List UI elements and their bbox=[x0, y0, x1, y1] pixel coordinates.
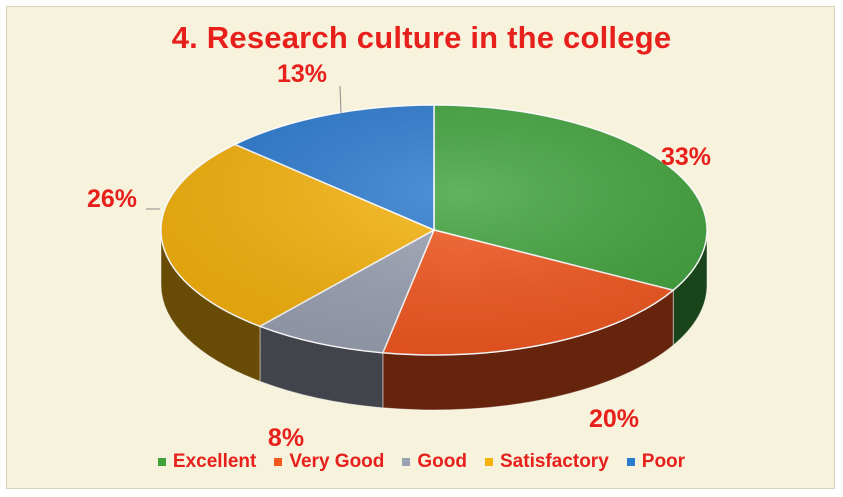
legend-label: Poor bbox=[641, 451, 686, 472]
data-label-excellent: 33% bbox=[661, 143, 711, 171]
leader-line-poor bbox=[339, 85, 342, 114]
legend-swatch bbox=[274, 458, 283, 466]
legend-swatch bbox=[402, 458, 411, 466]
legend-entry-poor: Poor bbox=[626, 451, 686, 473]
pie-tops bbox=[160, 104, 708, 356]
legend-entry-excellent: Excellent bbox=[157, 451, 257, 473]
legend-swatch bbox=[626, 458, 635, 466]
chart-title: 4. Research culture in the college bbox=[171, 20, 672, 55]
data-label-poor: 13% bbox=[277, 60, 327, 88]
pie-leaders bbox=[146, 85, 342, 210]
legend-swatch bbox=[157, 458, 166, 466]
data-label-satisfactory: 26% bbox=[87, 185, 137, 213]
legend-label: Excellent bbox=[172, 451, 257, 472]
legend-label: Satisfactory bbox=[500, 451, 609, 472]
data-label-very-good: 20% bbox=[589, 405, 639, 433]
data-label-good: 8% bbox=[268, 424, 304, 452]
legend-label: Very Good bbox=[289, 451, 385, 472]
legend: Excellent Very Good Good Satisfactory Poor bbox=[0, 451, 843, 473]
legend-entry-very-good: Very Good bbox=[274, 451, 384, 473]
legend-swatch bbox=[485, 458, 493, 466]
pie-labels: 33% 20% 8% 26% 13% bbox=[87, 60, 711, 452]
legend-entry-good: Good bbox=[402, 451, 467, 473]
legend-entry-satisfactory: Satisfactory bbox=[485, 451, 609, 473]
legend-label: Good bbox=[417, 451, 467, 472]
